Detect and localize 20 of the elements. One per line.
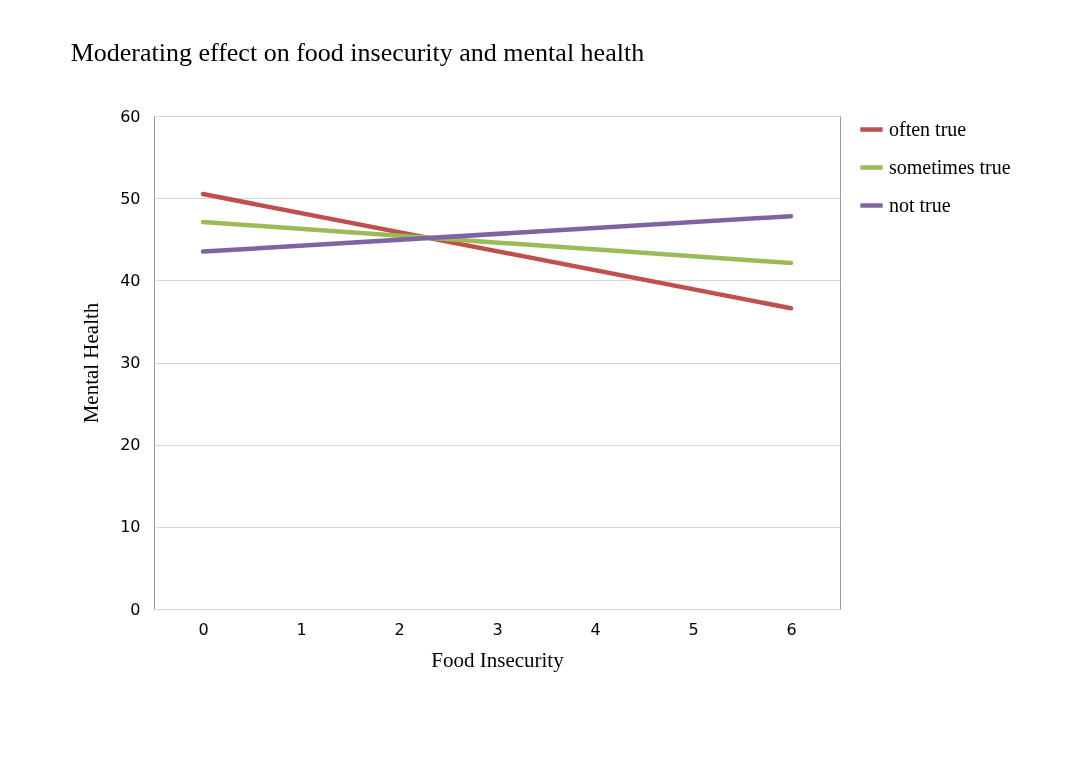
legend-label: often true: [889, 117, 967, 140]
y-tick-label: 20: [120, 435, 141, 455]
y-axis-title: Mental Health: [79, 302, 104, 424]
x-tick-label: 1: [296, 619, 307, 639]
y-tick-label: 0: [130, 599, 141, 619]
x-tick-label: 4: [590, 619, 601, 639]
chart-title: Moderating effect on food insecurity and mental health: [70, 38, 645, 67]
y-tick-label: 50: [120, 188, 141, 208]
y-tick-label: 60: [120, 106, 141, 126]
y-tick-label: 10: [120, 517, 141, 537]
legend-label: sometimes true: [889, 155, 1011, 178]
y-tick-label: 30: [120, 353, 141, 372]
x-tick-label: 2: [394, 619, 405, 639]
x-tick-label: 6: [786, 619, 797, 639]
x-tick-label: 0: [198, 619, 209, 639]
legend-label: not true: [889, 193, 951, 216]
y-tick-label: 40: [120, 270, 141, 290]
x-tick-label: 5: [688, 619, 699, 639]
x-axis-title: Food Insecurity: [431, 647, 565, 672]
x-tick-label: 3: [492, 619, 503, 639]
